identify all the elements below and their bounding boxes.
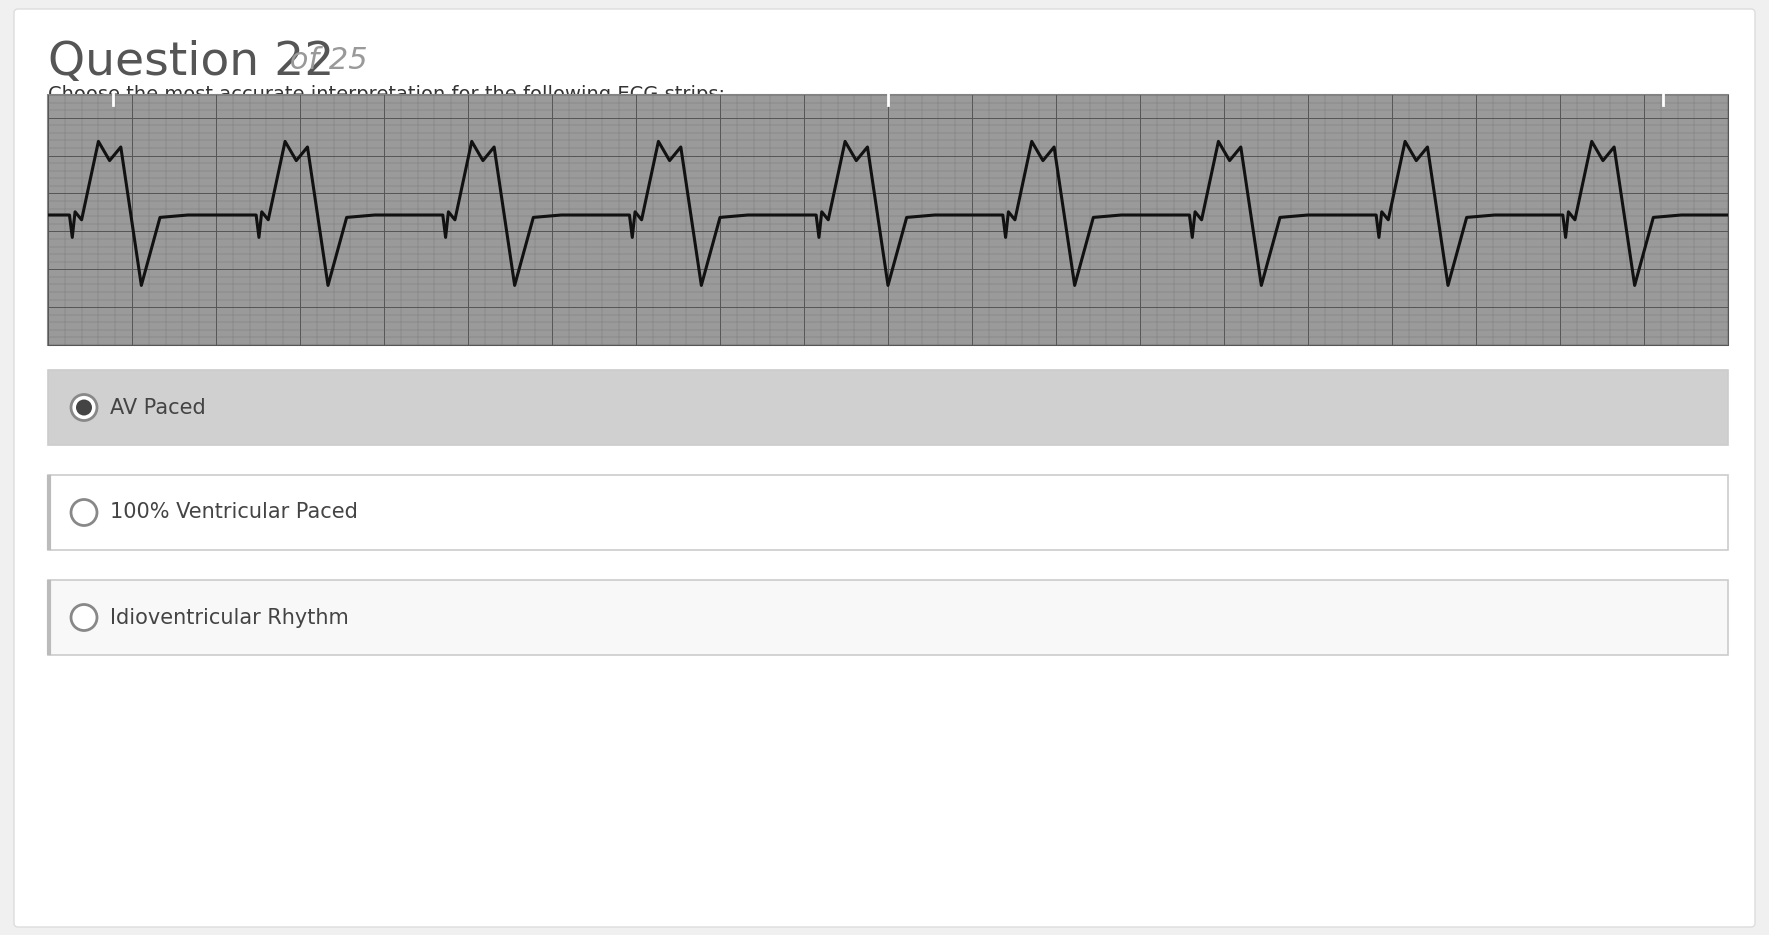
FancyBboxPatch shape	[48, 95, 1728, 345]
Text: AV Paced: AV Paced	[110, 397, 205, 418]
Circle shape	[71, 605, 97, 630]
FancyBboxPatch shape	[14, 9, 1755, 927]
FancyBboxPatch shape	[48, 475, 1728, 550]
Circle shape	[71, 499, 97, 525]
Text: Question 22: Question 22	[48, 40, 334, 85]
FancyBboxPatch shape	[48, 580, 1728, 655]
Circle shape	[76, 399, 92, 415]
Text: Choose the most accurate interpretation for the following ECG strips:: Choose the most accurate interpretation …	[48, 85, 725, 104]
Text: 100% Ventricular Paced: 100% Ventricular Paced	[110, 502, 357, 523]
Circle shape	[71, 395, 97, 421]
Text: of 25: of 25	[280, 46, 368, 75]
FancyBboxPatch shape	[48, 370, 1728, 445]
Text: Idioventricular Rhythm: Idioventricular Rhythm	[110, 608, 348, 627]
